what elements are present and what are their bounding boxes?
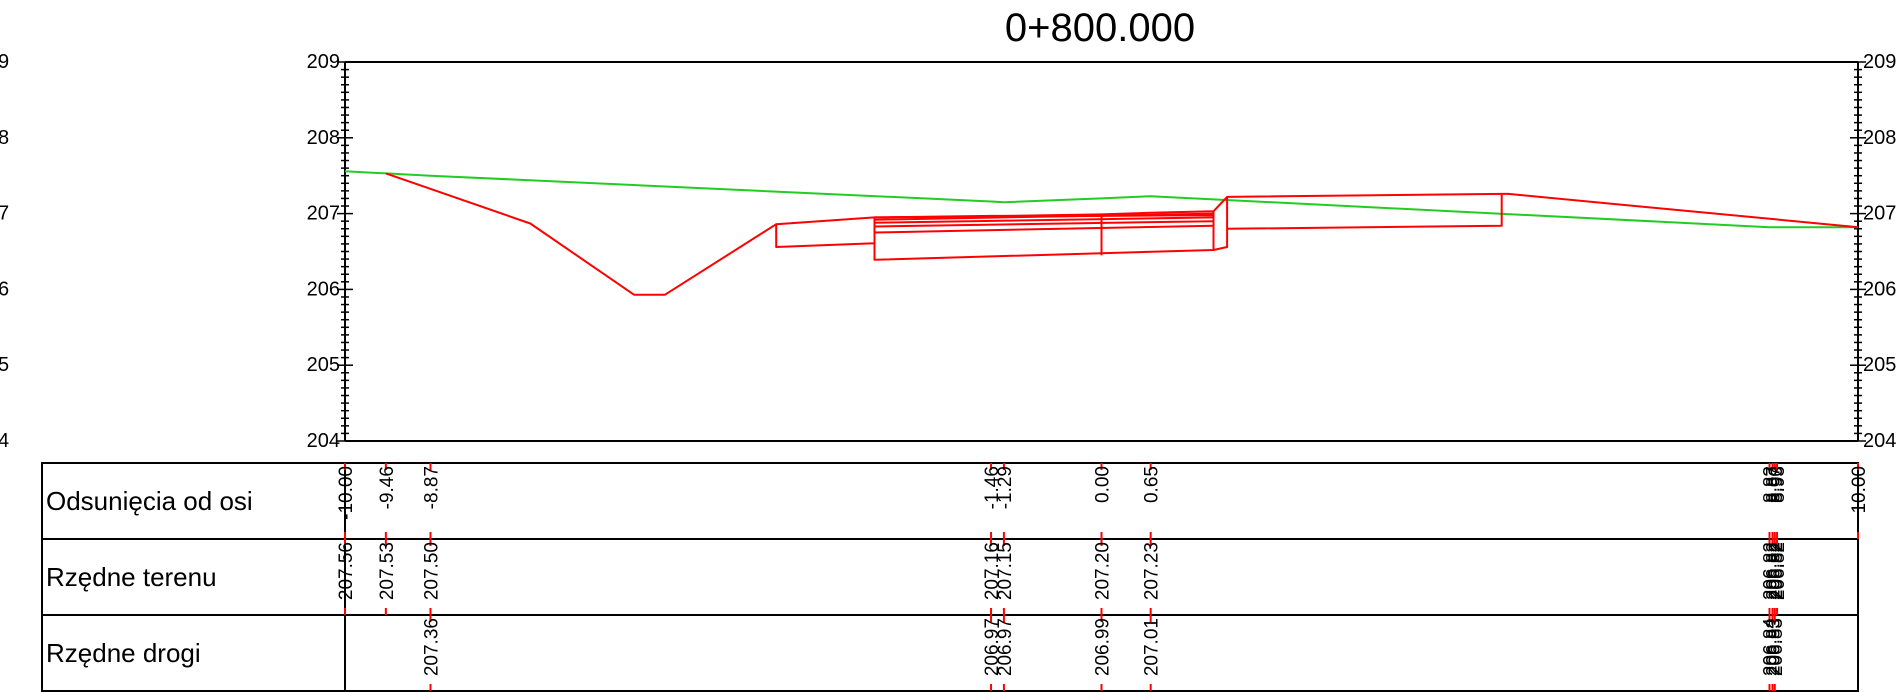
table-value: 206.97	[982, 618, 1003, 676]
table-value: 10.00	[1849, 466, 1870, 514]
terrain-line	[344, 170, 1858, 229]
table-value: 8.83	[1761, 466, 1782, 503]
table-value: 207.50	[422, 542, 443, 600]
table-value: -1.29	[995, 466, 1016, 509]
left-tick-label: 204	[307, 430, 340, 452]
data-table: Odsunięcia od osi -10.00 -9.46 -8.87 -1.46-1…	[41, 462, 1870, 692]
table-value: -8.87	[422, 466, 443, 509]
table-value: 206.84	[1761, 618, 1782, 677]
table-value: 8.93	[1768, 466, 1789, 503]
table-value: 0.00	[1093, 466, 1114, 503]
left-tick-label: 209	[307, 51, 340, 73]
section-title: 0+800.000	[1005, 6, 1195, 50]
road-layer-line	[874, 220, 1214, 228]
right-tick-label: 205	[1863, 354, 1896, 376]
table-value: 207.23	[1142, 542, 1163, 600]
edge-tick-labels: 4 5 6 7 8 9	[0, 51, 9, 452]
table-value: 207.56	[336, 542, 357, 600]
table-value: 206.82	[1761, 542, 1782, 600]
table-value: 207.16	[982, 542, 1003, 600]
table-value: 8.87	[1764, 466, 1785, 503]
table-value: 207.15	[995, 542, 1016, 600]
table-value: 207.53	[377, 542, 398, 600]
table-value: 206.99	[1093, 618, 1114, 676]
road-pavement-line	[776, 192, 1859, 229]
right-tick-label: 206	[1863, 278, 1896, 300]
table-value: 207.36	[422, 618, 443, 676]
table-value: -10.00	[336, 466, 357, 520]
table-value: -1.46	[982, 466, 1003, 509]
road-shoulder-line	[1227, 193, 1503, 230]
table-value: 206.97	[995, 618, 1016, 676]
table-value: 8.90	[1766, 466, 1787, 503]
table-value: 206.82	[1768, 542, 1789, 600]
left-tick-label: 208	[307, 127, 340, 149]
table-value: 0.65	[1142, 466, 1163, 503]
table-value: 206.82	[1766, 542, 1787, 600]
table-row-label: Rzędne drogi	[46, 638, 201, 668]
edge-tick-label: 5	[0, 354, 9, 376]
table-row-label: Odsunięcia od osi	[46, 486, 253, 516]
chart-series	[344, 170, 1859, 296]
edge-tick-label: 6	[0, 278, 9, 300]
table-value: 206.83	[1766, 618, 1787, 676]
road-shoulder-line	[1212, 196, 1229, 251]
left-tick-label: 205	[307, 354, 340, 376]
table-row-label: Rzędne terenu	[46, 562, 217, 592]
left-tick-label: 206	[307, 278, 340, 300]
right-tick-label: 207	[1863, 203, 1896, 225]
table-value: 207.01	[1142, 618, 1163, 676]
table-border	[41, 462, 1859, 692]
road-outline-line	[385, 172, 1215, 296]
edge-tick-label: 9	[0, 51, 9, 73]
edge-tick-label: 4	[0, 430, 9, 452]
right-tick-label: 204	[1863, 430, 1896, 452]
table-value: -9.46	[377, 466, 398, 509]
right-tick-label: 208	[1863, 127, 1896, 149]
road-layer-line	[874, 224, 1214, 234]
table-value: 207.20	[1093, 542, 1114, 600]
elevation-ticks: 204 204 205 205 206 206 207 207 208 208 209 209	[307, 51, 1897, 452]
edge-tick-label: 7	[0, 203, 9, 225]
edge-tick-label: 8	[0, 127, 9, 149]
table-value: 206.82	[1764, 542, 1785, 600]
road-layer-line	[874, 216, 1214, 224]
table-value: 206.83	[1764, 618, 1785, 676]
road-layer-line	[874, 212, 1214, 221]
right-tick-label: 209	[1863, 51, 1896, 73]
left-tick-label: 207	[307, 203, 340, 225]
